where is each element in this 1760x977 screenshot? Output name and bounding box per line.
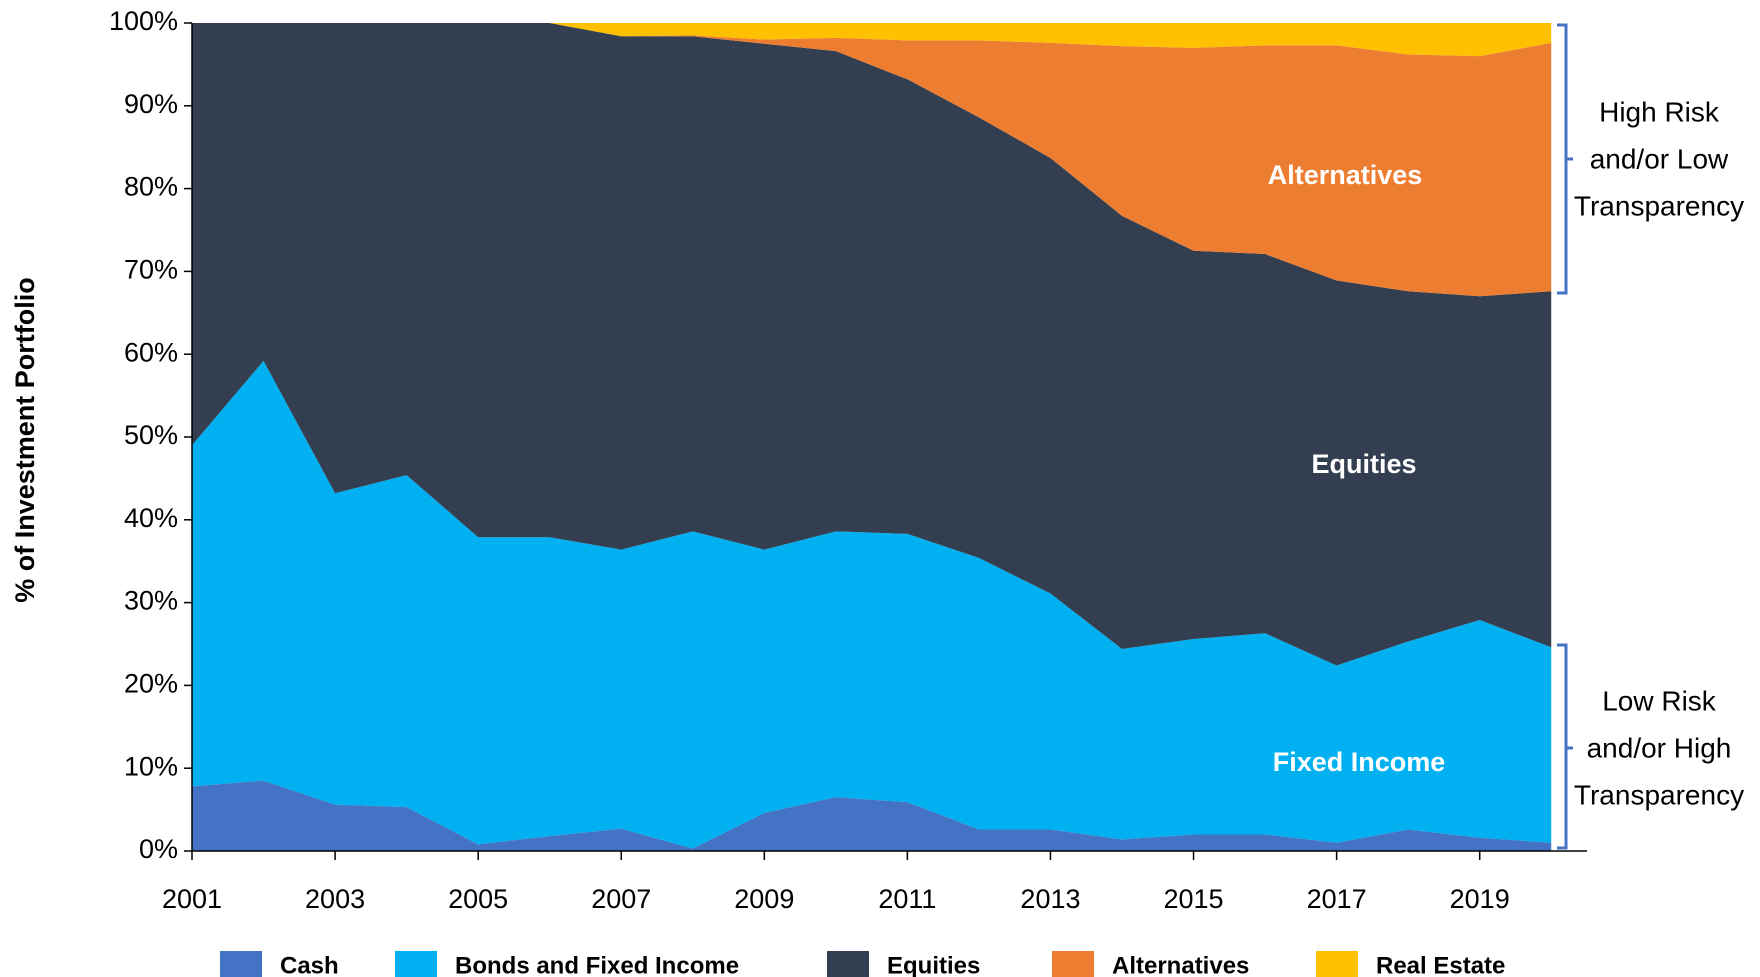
area-label: Fixed Income [1273, 747, 1446, 777]
bracket-label: and/or High [1587, 732, 1732, 763]
bracket-label: and/or Low [1590, 143, 1729, 174]
area [192, 360, 1552, 849]
legend-swatch [395, 951, 437, 977]
y-tick-label: 10% [124, 751, 178, 781]
legend-label: Bonds and Fixed Income [455, 952, 739, 977]
x-tick-label: 2013 [1020, 884, 1080, 914]
x-tick-label: 2009 [734, 884, 794, 914]
legend-swatch [827, 951, 869, 977]
area [192, 780, 1552, 851]
legend-label: Equities [887, 952, 980, 977]
area-label: Alternatives [1268, 160, 1423, 190]
y-tick-label: 0% [139, 834, 178, 864]
legend-label: Cash [280, 952, 339, 977]
x-tick-label: 2005 [448, 884, 508, 914]
y-tick-label: 70% [124, 255, 178, 285]
y-tick-label: 100% [109, 6, 178, 36]
y-axis-title: % of Investment Portfolio [10, 277, 40, 603]
x-tick-label: 2011 [878, 884, 936, 914]
area [192, 23, 1552, 297]
y-tick-label: 20% [124, 669, 178, 699]
legend-label: Alternatives [1112, 952, 1249, 977]
y-tick-label: 90% [124, 89, 178, 119]
bracket-label: High Risk [1599, 96, 1720, 127]
x-tick-label: 2003 [305, 884, 365, 914]
x-tick-label: 2017 [1307, 884, 1367, 914]
legend-swatch [1052, 951, 1094, 977]
y-tick-label: 40% [124, 503, 178, 533]
x-tick-label: 2015 [1163, 884, 1223, 914]
y-tick-label: 50% [124, 420, 178, 450]
legend-swatch [1316, 951, 1358, 977]
bracket-label: Transparency [1574, 190, 1744, 221]
bracket [1557, 23, 1573, 295]
bracket [1557, 643, 1573, 850]
legend-swatch [220, 951, 262, 977]
area [192, 23, 1552, 666]
x-tick-label: 2007 [591, 884, 651, 914]
x-tick-label: 2019 [1450, 884, 1510, 914]
y-tick-label: 30% [124, 586, 178, 616]
area-label: Equities [1311, 449, 1416, 479]
y-tick-label: 60% [124, 337, 178, 367]
area [192, 23, 1552, 57]
bracket-label: Transparency [1574, 779, 1744, 810]
x-tick-label: 2001 [162, 884, 222, 914]
bracket-label: Low Risk [1602, 685, 1717, 716]
y-tick-label: 80% [124, 172, 178, 202]
legend-label: Real Estate [1376, 952, 1505, 977]
